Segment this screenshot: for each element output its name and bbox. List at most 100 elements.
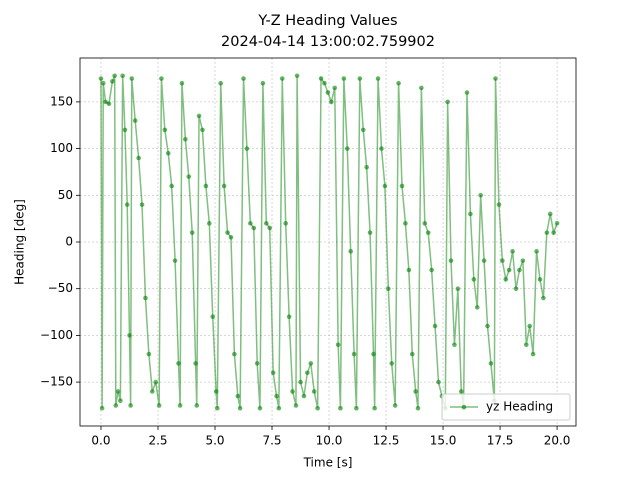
data-point <box>159 76 164 81</box>
data-point <box>139 202 145 207</box>
data-point <box>193 361 198 366</box>
data-point <box>523 342 529 348</box>
data-point <box>520 258 526 263</box>
data-point <box>274 393 279 399</box>
data-point <box>308 361 314 366</box>
data-point <box>458 389 464 394</box>
data-point <box>415 405 421 411</box>
data-point <box>329 99 334 105</box>
data-point <box>496 202 502 207</box>
data-point <box>322 80 327 86</box>
data-point <box>392 403 398 408</box>
data-point <box>341 76 347 81</box>
x-tick-label: 20.0 <box>544 434 571 448</box>
data-point <box>425 230 431 235</box>
data-point <box>503 277 509 282</box>
data-point <box>200 127 205 133</box>
data-point <box>325 90 331 95</box>
data-point <box>112 73 117 79</box>
data-point <box>294 73 300 79</box>
data-point <box>122 127 128 133</box>
data-point <box>177 403 183 408</box>
data-point <box>113 403 119 408</box>
y-tick-label: −150 <box>40 375 73 389</box>
data-point <box>527 323 533 329</box>
data-point <box>506 267 512 273</box>
x-tick-label: 10.0 <box>316 434 343 448</box>
data-point <box>128 403 133 408</box>
data-point <box>422 221 428 226</box>
data-point <box>493 76 498 81</box>
data-point <box>481 258 487 263</box>
data-point <box>371 351 376 357</box>
data-point <box>207 221 212 226</box>
data-point <box>354 405 359 411</box>
data-point <box>213 389 219 394</box>
data-point <box>270 370 276 376</box>
data-point <box>232 351 237 357</box>
data-point <box>194 403 200 408</box>
data-point <box>551 230 556 235</box>
data-point <box>474 305 480 310</box>
data-point <box>106 101 112 107</box>
legend-box <box>441 393 571 421</box>
x-tick-label: 15.0 <box>430 434 457 448</box>
data-point <box>432 323 438 329</box>
x-tick-label: 0.0 <box>91 434 110 448</box>
data-point <box>189 230 195 235</box>
plot-frame <box>79 57 577 427</box>
data-point <box>179 80 185 86</box>
data-point <box>351 351 357 357</box>
x-tick-label: 12.5 <box>373 434 400 448</box>
chart-title: Y-Z Heading Values <box>257 13 397 29</box>
data-point <box>241 76 246 81</box>
data-point <box>338 405 343 411</box>
data-point <box>196 113 202 119</box>
data-point <box>169 183 174 189</box>
data-point <box>99 405 105 411</box>
data-point <box>124 202 130 207</box>
data-point <box>244 146 250 151</box>
data-point <box>311 389 317 394</box>
data-point <box>318 76 324 81</box>
data-point <box>534 249 539 254</box>
data-point <box>403 221 408 226</box>
data-point <box>488 361 494 366</box>
data-point <box>335 342 341 348</box>
data-point <box>455 286 461 292</box>
data-point <box>98 76 104 81</box>
data-point <box>500 258 505 263</box>
data-point <box>513 286 519 292</box>
data-point <box>517 267 522 273</box>
y-tick-label: 100 <box>50 141 73 155</box>
data-point <box>100 80 106 86</box>
data-point <box>293 403 299 408</box>
data-point <box>165 150 171 156</box>
data-point <box>127 333 132 338</box>
data-point <box>315 405 320 411</box>
data-point <box>389 361 395 366</box>
data-point <box>537 277 543 282</box>
y-tick-label: −100 <box>40 328 73 342</box>
data-point <box>276 405 282 411</box>
data-point <box>118 398 123 404</box>
data-point <box>183 136 188 142</box>
x-tick-label: 2.5 <box>148 434 167 448</box>
data-point <box>485 323 490 329</box>
data-point <box>228 235 234 240</box>
series-line <box>100 75 558 409</box>
data-point <box>264 221 269 226</box>
data-point <box>218 80 224 86</box>
data-point <box>348 249 353 254</box>
data-point <box>221 183 227 189</box>
data-point <box>464 90 470 95</box>
data-point <box>115 389 121 394</box>
legend-marker <box>461 404 467 410</box>
data-point <box>136 155 141 161</box>
data-point <box>305 370 310 376</box>
data-point <box>541 295 546 301</box>
data-point <box>510 249 515 254</box>
data-point <box>367 230 373 235</box>
data-point <box>153 379 159 385</box>
data-point <box>214 405 220 411</box>
